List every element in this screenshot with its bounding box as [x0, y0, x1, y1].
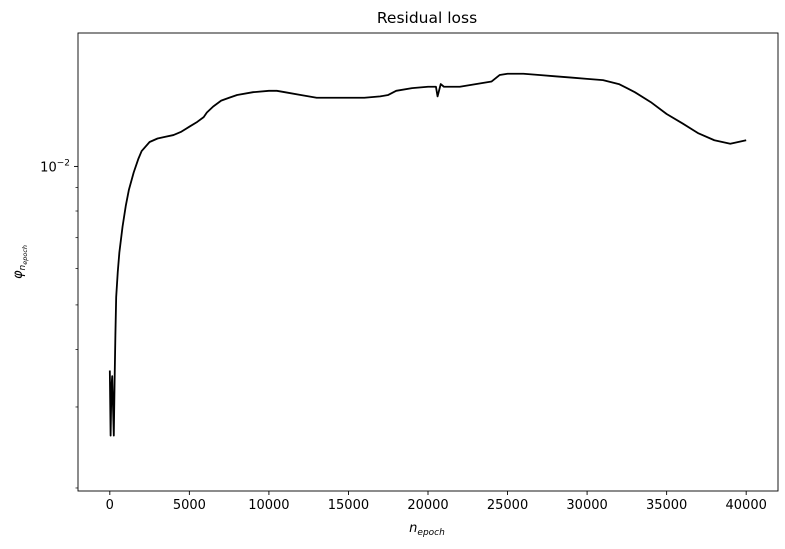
x-axis-title: nepoch: [409, 521, 445, 538]
x-axis-title-main: n: [409, 521, 417, 536]
x-tick-label: 40000: [726, 498, 767, 513]
y-axis-title-main: φ: [11, 270, 26, 279]
x-tick-label: 5000: [173, 498, 206, 513]
x-tick-label: 0: [106, 498, 114, 513]
chart-title: Residual loss: [377, 9, 477, 27]
y-axis-title-subsub: epoch: [21, 245, 29, 265]
y-axis-title: φnepoch: [11, 245, 29, 279]
x-tick-label: 10000: [248, 498, 289, 513]
x-tick-label: 15000: [328, 498, 369, 513]
x-tick-label: 35000: [646, 498, 687, 513]
y-axis-title-sub: n: [18, 264, 28, 270]
y-axis: 10−2: [40, 158, 78, 489]
x-tick-label: 20000: [407, 498, 448, 513]
x-tick-label: 25000: [487, 498, 528, 513]
series-line-residual-loss: [108, 72, 747, 437]
y-tick-label-base: 10: [40, 160, 57, 175]
x-tick-label: 30000: [566, 498, 607, 513]
y-tick-label: 10−2: [40, 158, 70, 175]
y-tick-label-exponent: −2: [57, 158, 70, 168]
x-axis-title-sub: epoch: [417, 528, 445, 538]
x-axis: 0 5000 10000 15000 20000 25000 30000 35000 40000: [106, 491, 767, 513]
